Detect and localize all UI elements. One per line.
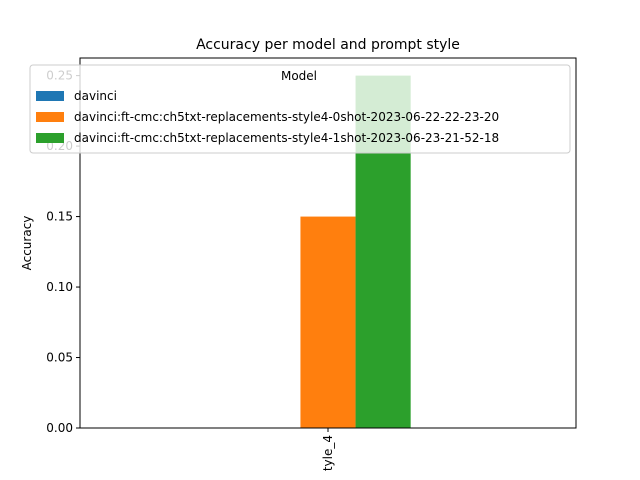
- x-axis: tyle_4: [321, 428, 335, 471]
- y-tick-label: 0.15: [46, 210, 73, 224]
- y-tick-label: 0.10: [46, 280, 73, 294]
- legend-swatch: [36, 112, 64, 122]
- y-tick-label: 0.00: [46, 421, 73, 435]
- legend-label: davinci: [74, 89, 117, 103]
- bar-tyle-4-series-2: [300, 216, 356, 428]
- legend-items: davinci davinci:ft-cmc:ch5txt-replacement…: [36, 89, 499, 145]
- legend: Model davinci davinci:ft-cmc:ch5txt-repla…: [29, 64, 571, 154]
- legend-title: Model: [281, 69, 317, 83]
- legend-swatch: [36, 133, 64, 143]
- chart-title: Accuracy per model and prompt style: [196, 37, 460, 53]
- legend-swatch: [36, 91, 64, 101]
- y-tick-label: 0.05: [46, 351, 73, 365]
- legend-box: [29, 64, 571, 154]
- x-tick-label: tyle_4: [321, 435, 335, 471]
- legend-label: davinci:ft-cmc:ch5txt-replacements-style…: [74, 131, 499, 145]
- legend-label: davinci:ft-cmc:ch5txt-replacements-style…: [74, 110, 499, 124]
- y-axis-label: Accuracy: [20, 216, 34, 271]
